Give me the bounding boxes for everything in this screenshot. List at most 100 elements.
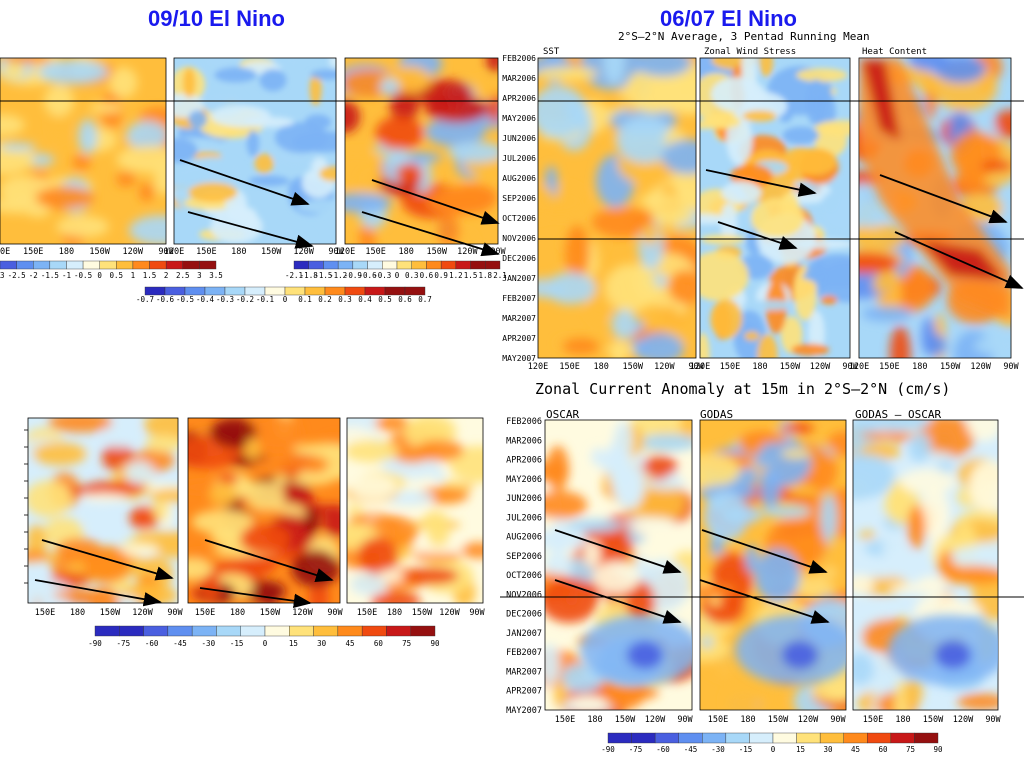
colorbar-label: 75 <box>402 639 411 648</box>
colorbar-label: -75 <box>117 639 131 648</box>
x-tick-label: 150W <box>780 362 801 372</box>
left-title: 09/10 El Nino <box>148 6 285 31</box>
x-tick-label: 150W <box>261 247 282 257</box>
x-tick-label: 180 <box>912 362 927 372</box>
month-label-bottom: JAN2007 <box>506 629 542 639</box>
propagation-arrow-10 <box>204 539 334 583</box>
month-label-bottom: JUN2006 <box>506 494 542 504</box>
x-tick-label: 180 <box>895 715 910 725</box>
x-tick-label: 150E <box>195 608 215 618</box>
colorbar-label: 0 <box>771 745 776 754</box>
br-godas-cool-region <box>735 615 846 685</box>
label-oscar: OSCAR <box>546 408 580 421</box>
propagation-arrow-1 <box>187 211 314 249</box>
colorbar-label: 2 <box>164 271 169 280</box>
x-tick-label: 120E <box>164 247 184 257</box>
x-tick-label: 150E <box>708 715 728 725</box>
x-tick-label: 180 <box>399 247 414 257</box>
x-tick-label: 120E <box>0 247 10 257</box>
colorbar-label: -0.1 <box>256 295 274 304</box>
month-label-top: NOV2006 <box>502 234 536 243</box>
x-tick-label: 150W <box>89 247 110 257</box>
x-tick-label: 90W <box>985 715 1001 725</box>
colorbar-label: 1.5 <box>143 271 157 280</box>
month-label-top: FEB2006 <box>502 54 536 63</box>
colorbar-label: 30 <box>823 745 833 754</box>
colorbar-label: 3.5 <box>209 271 223 280</box>
colorbar-label: 90 <box>430 639 440 648</box>
colorbar-label: -1.5 <box>41 271 59 280</box>
label-sst: SST <box>543 47 560 57</box>
x-tick-label: 150E <box>879 362 899 372</box>
colorbar-label: 0 <box>263 639 268 648</box>
colorbar-label: 1.2 <box>449 271 463 280</box>
month-label-top: FEB2007 <box>502 294 536 303</box>
x-tick-label: 150E <box>555 715 575 725</box>
colorbar-label: 60 <box>374 639 384 648</box>
month-label-bottom: AUG2006 <box>506 533 542 543</box>
propagation-arrow-7 <box>894 231 1024 289</box>
colorbar-label: 0.2 <box>318 295 332 304</box>
month-label-top: AUG2006 <box>502 174 536 183</box>
propagation-arrow-9 <box>34 579 162 607</box>
x-tick-label: 90W <box>167 608 183 618</box>
tr-sst <box>537 57 697 359</box>
bl-godas <box>187 417 341 604</box>
month-label-bottom: APR2007 <box>506 687 542 697</box>
colorbar-label: 0.3 <box>338 295 352 304</box>
colorbar-label: 3 <box>197 271 202 280</box>
colorbar-label: -45 <box>684 745 698 754</box>
colorbar-label: -2.1 <box>285 271 303 280</box>
colorbar-label: 1.8 <box>479 271 493 280</box>
colorbar-label: -1.5 <box>314 271 332 280</box>
propagation-arrow-6 <box>879 174 1008 224</box>
colorbar-label: 30 <box>317 639 327 648</box>
right-subtitle: 2°S–2°N Average, 3 Pentad Running Mean <box>618 30 870 43</box>
colorbar-label: 0.6 <box>398 295 412 304</box>
colorbar-label: 0.6 <box>420 271 434 280</box>
colorbar-label: 2.5 <box>176 271 190 280</box>
x-tick-label: 180 <box>587 715 602 725</box>
x-tick-label: 120W <box>798 715 819 725</box>
x-tick-label: 90W <box>327 608 343 618</box>
propagation-arrow-4 <box>705 169 817 197</box>
x-tick-label: 180 <box>230 608 245 618</box>
x-tick-label: 150W <box>260 608 281 618</box>
colorbar-label: -0.3 <box>216 295 234 304</box>
colorbar-label: 1 <box>131 271 136 280</box>
x-tick-label: 150W <box>768 715 789 725</box>
month-label-bottom: NOV2006 <box>506 590 542 600</box>
label-heat: Heat Content <box>862 47 928 57</box>
month-label-bottom: FEB2007 <box>506 648 542 658</box>
colorbar-label: 1.5 <box>464 271 478 280</box>
x-tick-label: 150E <box>23 247 43 257</box>
colorbar-label: -90 <box>88 639 102 648</box>
propagation-arrow-11 <box>199 587 312 608</box>
colorbar-heat: -2.1-1.8-1.5-1.2-0.9-0.6-0.3 0 0.3 0.6 0.9 1.… <box>285 260 507 280</box>
month-label-top: JUN2006 <box>502 134 536 143</box>
month-label-top: APR2007 <box>502 334 536 343</box>
colorbar-label: -15 <box>739 745 753 754</box>
x-tick-label: 120W <box>953 715 974 725</box>
x-tick-label: 120W <box>293 247 314 257</box>
colorbar-label: -45 <box>173 639 187 648</box>
x-tick-label: 90W <box>842 362 858 372</box>
colorbar-label: 0.3 <box>405 271 419 280</box>
colorbar-label: 2.1 <box>493 271 507 280</box>
colorbar-label: -0.9 <box>344 271 362 280</box>
x-tick-label: 90W <box>830 715 846 725</box>
month-label-top: JAN2007 <box>502 274 536 283</box>
propagation-arrow-15 <box>699 579 830 624</box>
colorbar-label: 15 <box>289 639 298 648</box>
month-label-bottom: APR2006 <box>506 456 542 466</box>
x-tick-label: 120W <box>645 715 666 725</box>
x-tick-label: 90W <box>490 247 506 257</box>
month-label-top: OCT2006 <box>502 214 536 223</box>
propagation-arrow-12 <box>554 529 682 574</box>
colorbar-label: -30 <box>711 745 725 754</box>
month-label-bottom: FEB2006 <box>506 417 542 427</box>
month-label-bottom: OCT2006 <box>506 571 542 581</box>
label-wind: Zonal Wind Stress <box>704 47 797 57</box>
x-tick-label: 120W <box>123 247 144 257</box>
br-diff-cool-region <box>888 615 998 685</box>
